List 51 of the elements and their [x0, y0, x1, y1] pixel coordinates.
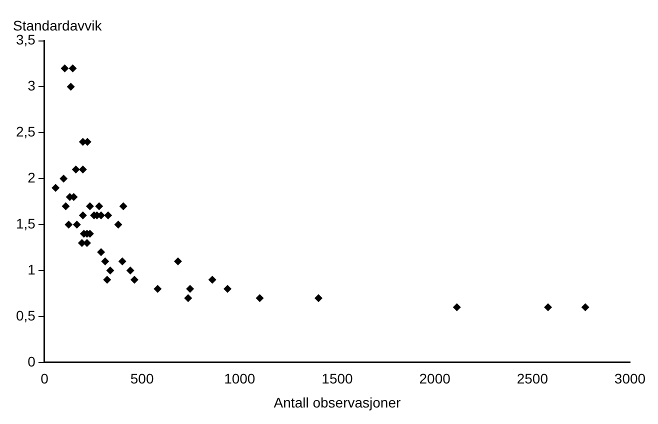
point [97, 248, 106, 256]
point [544, 303, 552, 312]
point [154, 284, 162, 293]
point [101, 257, 110, 266]
point [86, 202, 94, 210]
point [119, 202, 128, 210]
y-tick-label: 0,5 [16, 307, 36, 324]
point [68, 64, 77, 72]
point [130, 276, 138, 284]
y-tick-label: 3 [28, 78, 36, 94]
point [60, 64, 69, 72]
point [106, 266, 114, 275]
x-tick-label: 3000 [614, 370, 646, 387]
y-axis-title: Standardavvik [13, 17, 103, 34]
y-tick-label: 1 [28, 261, 36, 278]
y-tick-label: 0 [28, 353, 36, 370]
point [208, 276, 216, 284]
point [104, 211, 112, 220]
point [184, 294, 192, 302]
point [52, 184, 60, 192]
point [114, 220, 122, 229]
point [62, 202, 70, 210]
point [452, 303, 461, 312]
y-tick-label: 2 [28, 169, 36, 186]
point [72, 220, 81, 229]
point [95, 202, 104, 210]
point [78, 211, 87, 220]
y-tick-label: 1,5 [16, 215, 36, 232]
y-tick-label: 2,5 [16, 124, 36, 140]
y-tick-label: 3,5 [16, 32, 36, 48]
x-tick-label: 1500 [322, 370, 354, 387]
x-tick-label: 500 [130, 370, 154, 387]
point [78, 165, 87, 174]
point [72, 165, 80, 174]
point [581, 303, 590, 312]
x-axis-title: Antall observasjoner [274, 394, 401, 410]
point [186, 284, 194, 293]
point [126, 266, 134, 275]
point [174, 257, 182, 266]
point [314, 294, 322, 302]
point [224, 284, 232, 293]
point [103, 276, 112, 284]
x-tick-label: 2000 [419, 370, 451, 387]
x-tick-label: 2500 [516, 370, 548, 387]
point [60, 174, 68, 183]
x-tick-label: 1000 [224, 370, 256, 387]
x-tick-label: 0 [40, 370, 49, 387]
point [66, 82, 75, 91]
point [256, 294, 264, 302]
point [64, 220, 73, 229]
point [118, 257, 126, 266]
